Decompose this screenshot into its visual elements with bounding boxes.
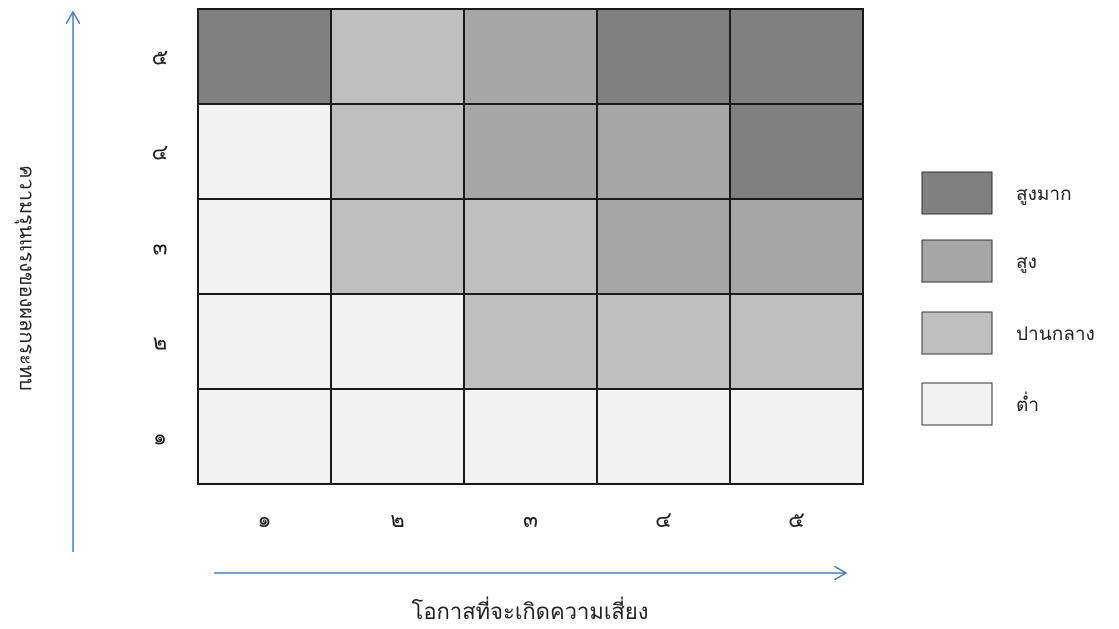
heatmap-cell-1-4 [596, 388, 731, 485]
y-tick-label: ๕ [152, 46, 169, 71]
y-tick-label: ๔ [152, 141, 169, 166]
heatmap-cell-2-3 [463, 293, 598, 390]
heatmap-cell-3-3 [463, 198, 598, 295]
heatmap-cell-3-2 [330, 198, 465, 295]
heatmap-cell-5-2 [330, 8, 465, 105]
heatmap-cell-2-4 [596, 293, 731, 390]
heatmap-cell-5-1 [197, 8, 332, 105]
heatmap-cell-3-1 [197, 198, 332, 295]
legend-label: ปานกลาง [1016, 323, 1095, 345]
heatmap-cell-3-5 [729, 198, 864, 295]
heatmap-cell-1-2 [330, 388, 465, 485]
x-tick-label: ๓ [523, 508, 538, 533]
heatmap-cell-2-1 [197, 293, 332, 390]
y-tick-label: ๓ [152, 236, 167, 261]
heatmap-cell-1-1 [197, 388, 332, 485]
legend-swatch [921, 382, 993, 426]
legend-swatch [921, 171, 993, 215]
heatmap-cell-2-5 [729, 293, 864, 390]
heatmap-cell-2-2 [330, 293, 465, 390]
x-tick-label: ๕ [788, 508, 805, 533]
legend-swatch [921, 311, 993, 355]
heatmap-cell-4-3 [463, 103, 598, 200]
x-tick-label: ๑ [258, 508, 272, 533]
heatmap-cell-4-1 [197, 103, 332, 200]
heatmap-cell-4-4 [596, 103, 731, 200]
y-axis-title: ความรุนแรงของผลกระทบ [14, 165, 39, 391]
heatmap-cell-5-3 [463, 8, 598, 105]
legend-label: สูงมาก [1016, 183, 1072, 205]
heatmap-cell-4-2 [330, 103, 465, 200]
heatmap-cell-4-5 [729, 103, 864, 200]
heatmap-cell-5-5 [729, 8, 864, 105]
x-tick-label: ๔ [655, 508, 672, 533]
heatmap-cell-1-5 [729, 388, 864, 485]
y-tick-label: ๒ [153, 331, 168, 356]
x-tick-label: ๒ [390, 508, 405, 533]
legend-swatch [921, 239, 993, 283]
legend-label: ต่ำ [1016, 391, 1039, 416]
heatmap-cell-5-4 [596, 8, 731, 105]
heatmap-cell-3-4 [596, 198, 731, 295]
legend-label: สูง [1016, 251, 1037, 273]
heatmap-cell-1-3 [463, 388, 598, 485]
y-tick-label: ๑ [153, 426, 167, 451]
x-axis-title: โอกาสที่จะเกิดความเสี่ยง [412, 596, 649, 625]
